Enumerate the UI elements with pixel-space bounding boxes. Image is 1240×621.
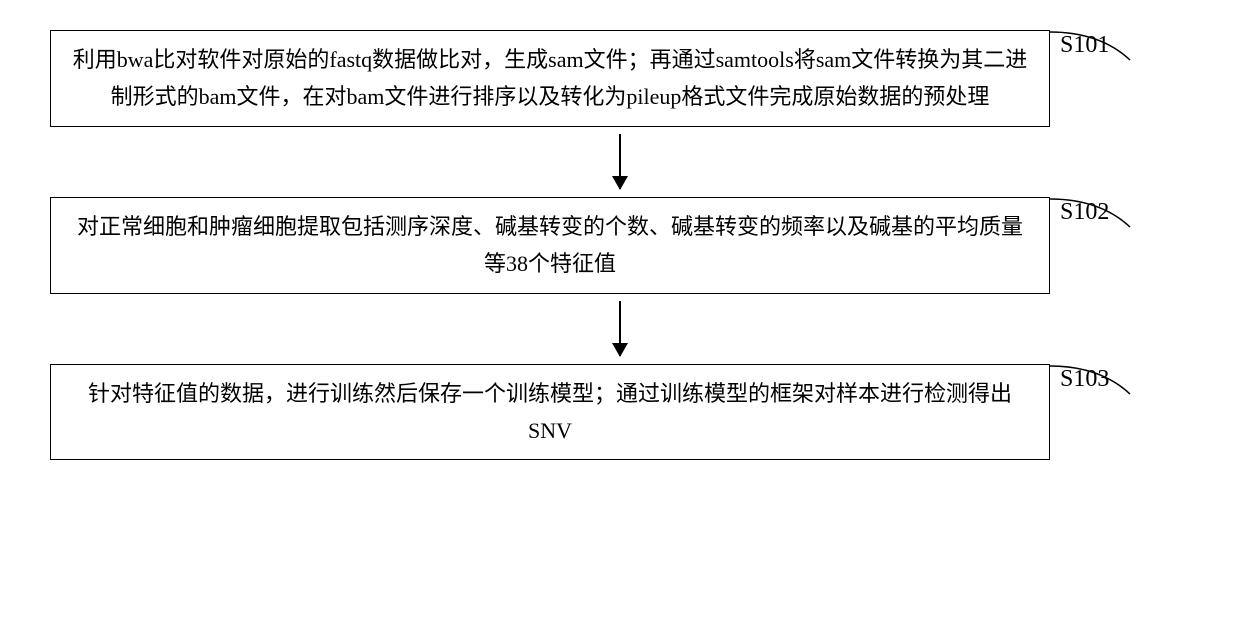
connector-s102 [1050,197,1150,237]
step-box-s102: 对正常细胞和肿瘤细胞提取包括测序深度、碱基转变的个数、碱基转变的频率以及碱基的平… [50,197,1050,294]
step-text-s102: 对正常细胞和肿瘤细胞提取包括测序深度、碱基转变的个数、碱基转变的频率以及碱基的平… [77,214,1023,276]
step-box-s103: 针对特征值的数据，进行训练然后保存一个训练模型；通过训练模型的框架对样本进行检测… [50,364,1050,461]
connector-s101 [1050,30,1150,70]
arrow-s102-s103 [120,294,1120,364]
connector-s103 [1050,364,1150,404]
step-text-s101: 利用bwa比对软件对原始的fastq数据做比对，生成sam文件；再通过samto… [73,47,1028,109]
step-text-s103: 针对特征值的数据，进行训练然后保存一个训练模型；通过训练模型的框架对样本进行检测… [88,381,1012,443]
arrow-icon [619,301,621,356]
arrow-s101-s102 [120,127,1120,197]
step-box-s101: 利用bwa比对软件对原始的fastq数据做比对，生成sam文件；再通过samto… [50,30,1050,127]
flowchart-container: 利用bwa比对软件对原始的fastq数据做比对，生成sam文件；再通过samto… [50,30,1190,460]
step-row-s101: 利用bwa比对软件对原始的fastq数据做比对，生成sam文件；再通过samto… [50,30,1190,127]
step-row-s103: 针对特征值的数据，进行训练然后保存一个训练模型；通过训练模型的框架对样本进行检测… [50,364,1190,461]
step-row-s102: 对正常细胞和肿瘤细胞提取包括测序深度、碱基转变的个数、碱基转变的频率以及碱基的平… [50,197,1190,294]
arrow-icon [619,134,621,189]
